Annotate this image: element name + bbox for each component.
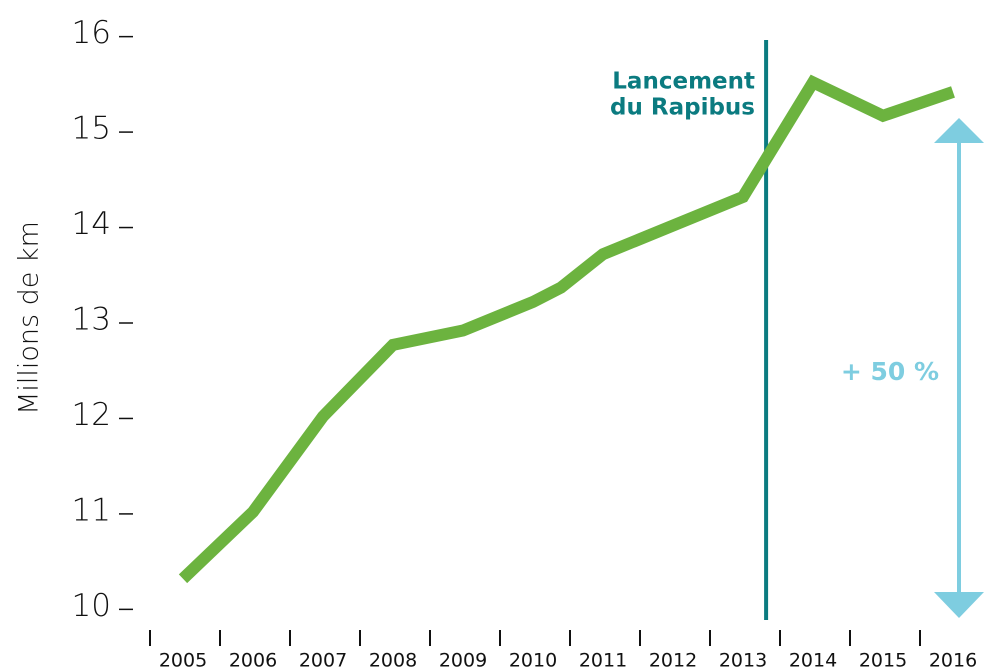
x-tick-label: 2012 xyxy=(649,650,697,671)
annotation: Lancement xyxy=(612,69,755,95)
y-tick-label: 13 xyxy=(72,302,111,338)
arrow-head xyxy=(934,118,984,143)
data-line xyxy=(178,74,955,584)
x-tick-label: 2005 xyxy=(159,650,207,671)
x-tick-label: 2015 xyxy=(859,650,907,671)
x-tick-label: 2007 xyxy=(299,650,347,671)
y-axis-label: Millions de km xyxy=(14,221,45,415)
x-tick-label: 2011 xyxy=(579,650,627,671)
x-tick-label: 2010 xyxy=(509,650,557,671)
x-tick-label: 2008 xyxy=(369,650,417,671)
annotation: + 50 % xyxy=(841,357,939,386)
y-tick-label: 15 xyxy=(72,111,111,147)
y-tick-label: 14 xyxy=(72,206,111,242)
x-tick-label: 2013 xyxy=(719,650,767,671)
arrow-head xyxy=(934,592,984,618)
y-tick-label: 16 xyxy=(72,15,111,51)
x-tick-label: 2009 xyxy=(439,650,487,671)
annotation: du Rapibus xyxy=(610,95,755,121)
y-tick-label: 11 xyxy=(72,492,111,528)
y-tick-label: 10 xyxy=(72,588,111,624)
x-tick-label: 2006 xyxy=(229,650,277,671)
x-tick-label: 2014 xyxy=(789,650,837,671)
x-tick-label: 2016 xyxy=(929,650,977,671)
y-tick-label: 12 xyxy=(72,397,111,433)
